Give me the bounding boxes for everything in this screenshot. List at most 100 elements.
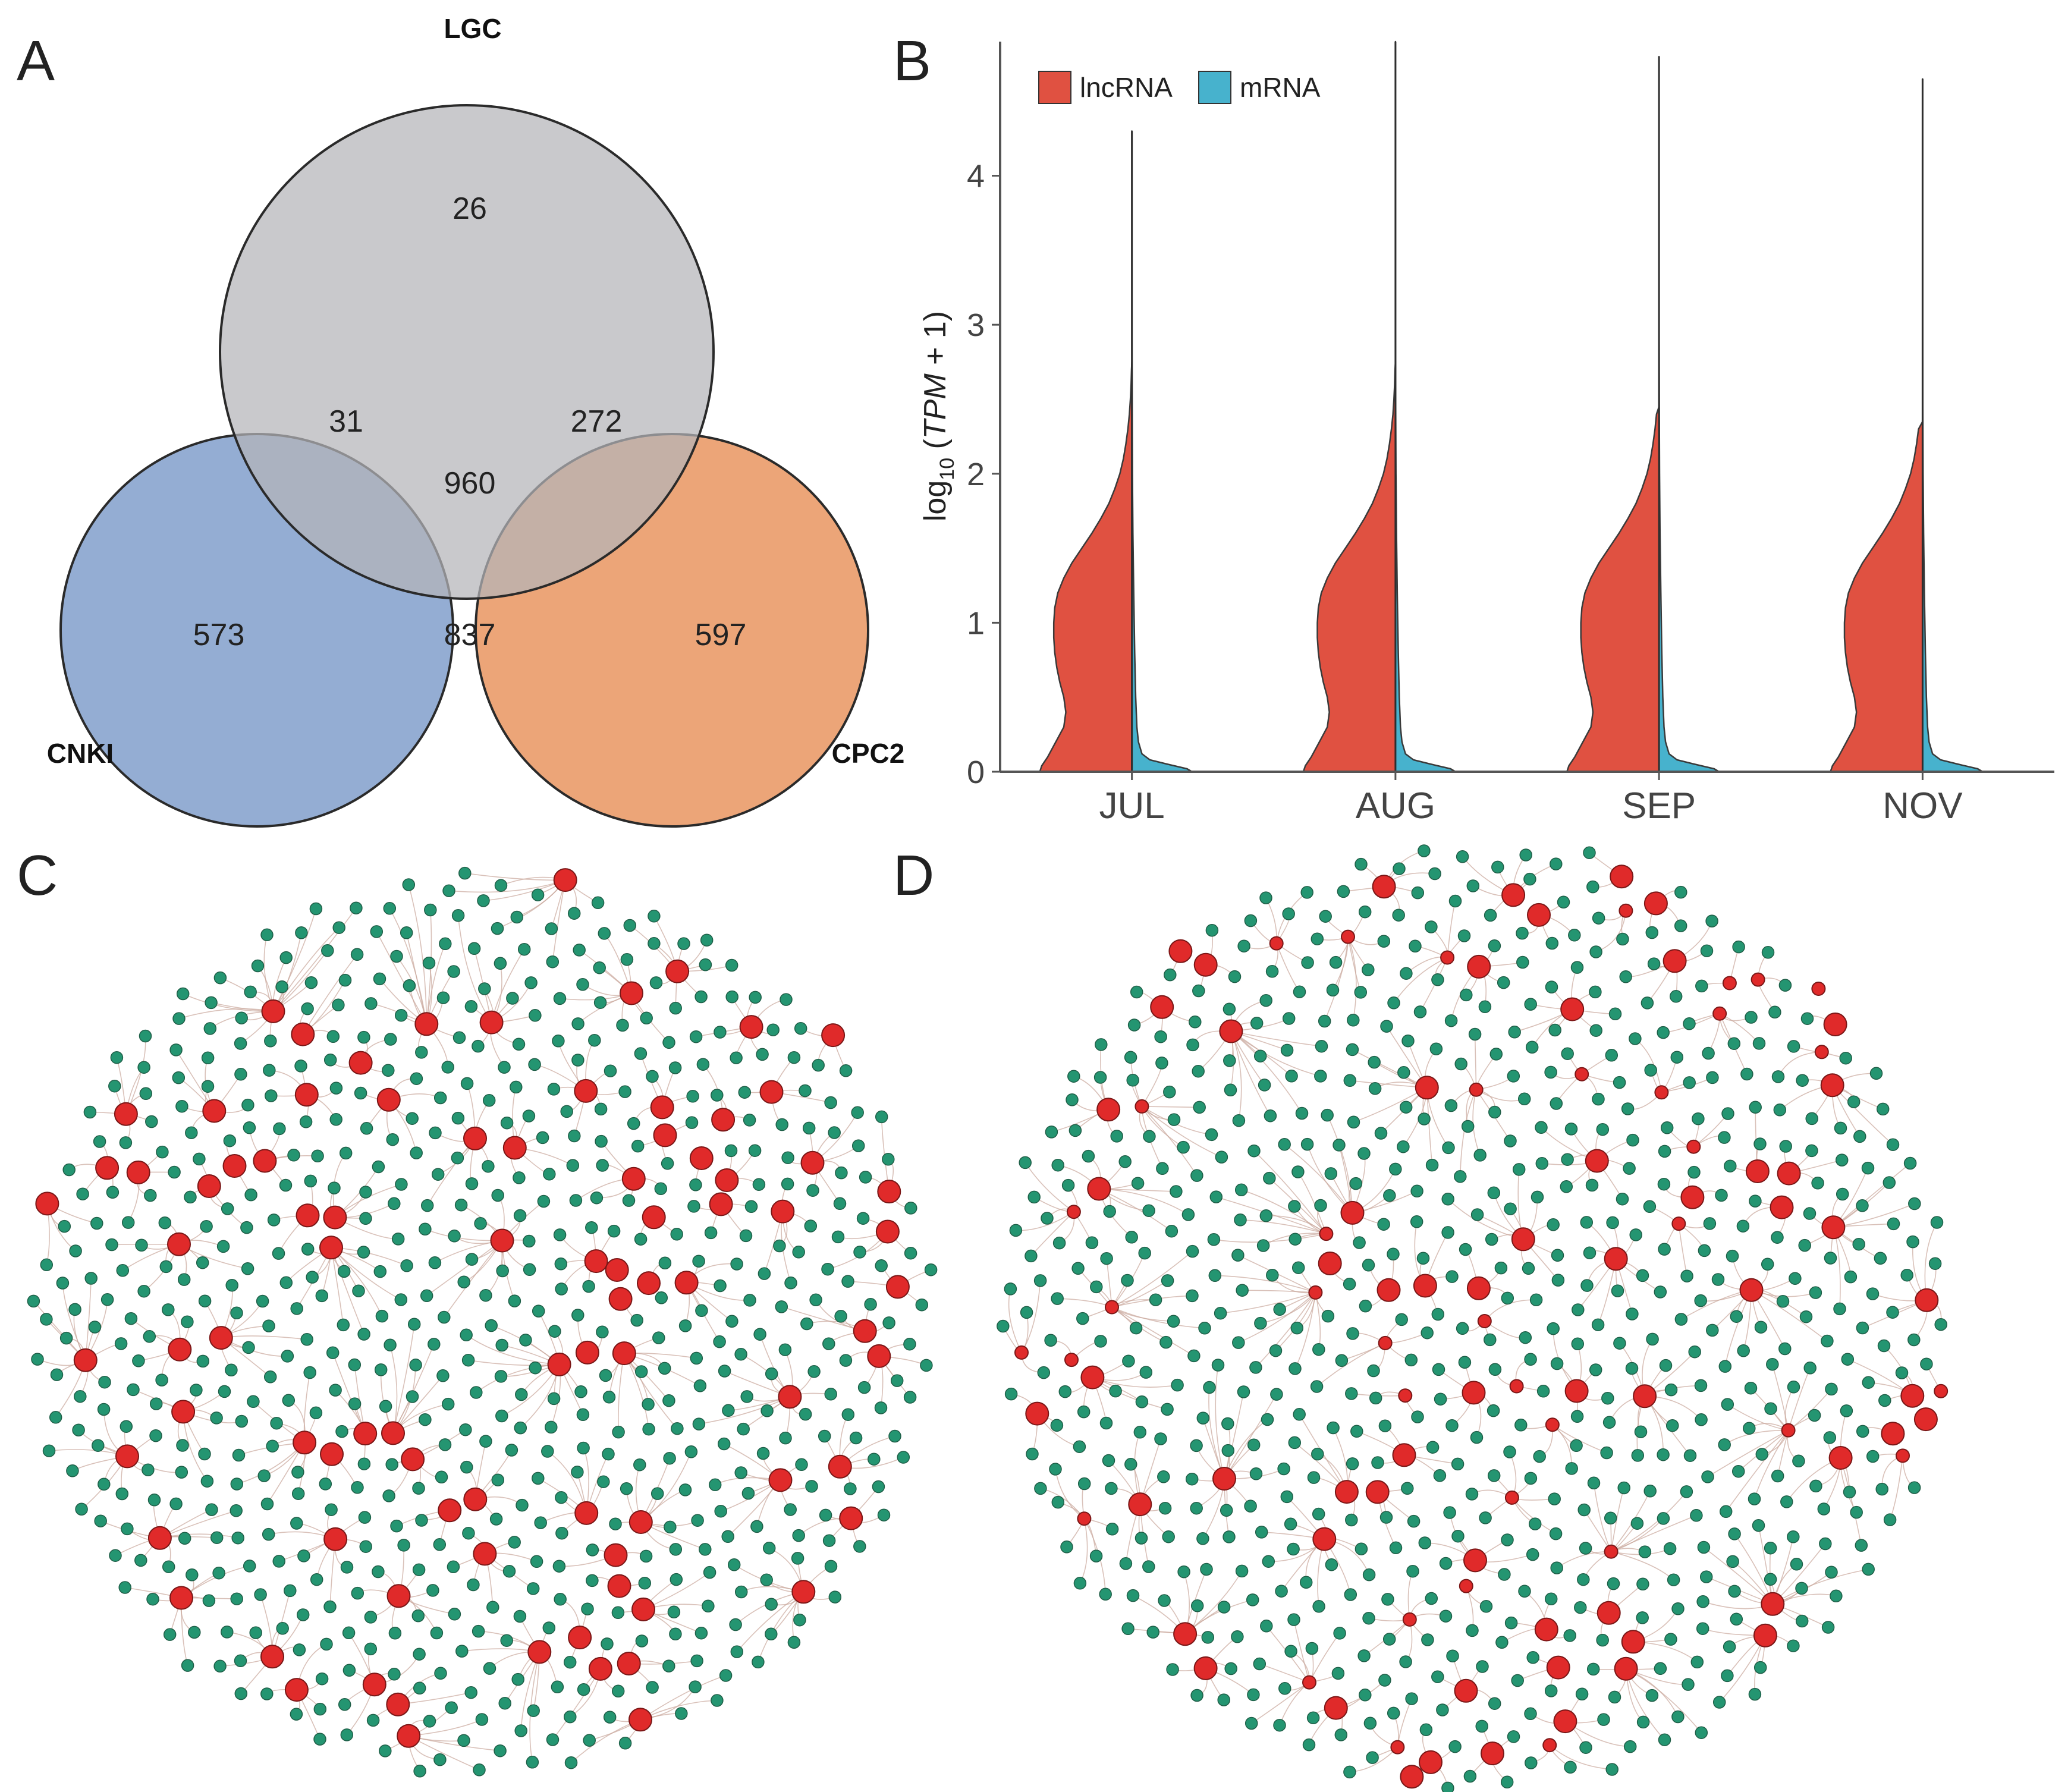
mrna-node xyxy=(350,901,363,914)
mrna-node xyxy=(1694,1379,1708,1392)
lncrna-node xyxy=(1318,1252,1342,1275)
mrna-node xyxy=(1312,1507,1325,1521)
lncrna-node xyxy=(604,1543,628,1567)
legend-swatch-lncrna xyxy=(1038,71,1071,104)
mrna-node xyxy=(1524,1707,1537,1721)
mrna-node xyxy=(1629,1032,1642,1045)
mrna-node xyxy=(1337,885,1350,898)
mrna-node xyxy=(1159,1335,1173,1349)
mrna-node xyxy=(1236,1284,1249,1297)
lncrna-node xyxy=(547,1352,571,1376)
mrna-node xyxy=(1121,1622,1135,1636)
mrna-node xyxy=(1535,1121,1548,1134)
mrna-node xyxy=(1146,1626,1159,1639)
mrna-node xyxy=(1667,1573,1680,1586)
mrna-node xyxy=(75,1502,88,1516)
mrna-node xyxy=(529,1361,542,1375)
mrna-node xyxy=(631,1139,645,1153)
mrna-node xyxy=(1695,1413,1708,1426)
mrna-node xyxy=(529,1009,542,1022)
lncrna-node xyxy=(1527,903,1551,927)
mrna-node xyxy=(877,1508,891,1521)
mrna-node xyxy=(517,942,531,956)
mrna-node xyxy=(851,1106,864,1119)
lncrna-node xyxy=(715,1168,739,1192)
mrna-node xyxy=(1570,1410,1584,1423)
mrna-node xyxy=(630,1313,643,1327)
mrna-node xyxy=(1683,1017,1696,1030)
lncrna-node xyxy=(642,1205,666,1230)
lncrna-node xyxy=(1377,1278,1401,1302)
mrna-node xyxy=(824,1096,837,1109)
mrna-node xyxy=(332,921,345,934)
mrna-node xyxy=(74,1389,87,1403)
mrna-node xyxy=(1787,1381,1800,1394)
mrna-node xyxy=(388,1668,401,1681)
mrna-node xyxy=(474,1217,487,1230)
mrna-node xyxy=(1347,1014,1360,1027)
mrna-node xyxy=(1583,1246,1597,1259)
mrna-node xyxy=(664,1520,677,1534)
mrna-node xyxy=(1419,1723,1433,1737)
mrna-node xyxy=(874,1401,888,1414)
mrna-node xyxy=(1658,1243,1671,1256)
mrna-node xyxy=(498,1061,511,1074)
panel-d: D xyxy=(893,844,1949,1792)
mrna-node xyxy=(159,1260,173,1274)
mrna-node xyxy=(553,992,567,1005)
network-edge xyxy=(1833,1203,1915,1228)
network-nodes xyxy=(27,866,938,1778)
mrna-node xyxy=(390,950,403,963)
mrna-node xyxy=(1397,1140,1410,1153)
lncrna-node xyxy=(490,1228,514,1253)
mrna-node xyxy=(1215,1150,1228,1164)
mrna-node xyxy=(491,1473,505,1486)
mrna-node xyxy=(1069,1124,1082,1137)
mrna-node xyxy=(568,1129,581,1143)
mrna-node xyxy=(1549,1527,1563,1541)
mrna-node xyxy=(1476,1660,1489,1673)
mrna-node xyxy=(1664,1383,1678,1397)
mrna-node xyxy=(470,1386,483,1399)
mrna-node xyxy=(1221,1444,1235,1457)
network-edge xyxy=(1079,1519,1088,1584)
lncrna-node xyxy=(168,1337,192,1362)
mrna-node xyxy=(800,1317,813,1331)
mrna-node xyxy=(1745,1011,1758,1024)
mrna-node xyxy=(181,1315,194,1328)
lncrna-node xyxy=(167,1232,191,1256)
mrna-node xyxy=(662,1659,675,1672)
mrna-node xyxy=(1154,1030,1167,1043)
mrna-node xyxy=(407,1318,421,1331)
mrna-node xyxy=(750,1520,763,1533)
mrna-node xyxy=(564,1756,578,1769)
network-edge xyxy=(1753,1430,1789,1499)
mrna-node xyxy=(618,1085,631,1098)
lncrna-node xyxy=(1064,1353,1079,1367)
mrna-node xyxy=(756,1447,770,1460)
mrna-node xyxy=(1425,1592,1438,1605)
mrna-node xyxy=(547,1083,561,1096)
mrna-node xyxy=(1790,1558,1803,1571)
mrna-node xyxy=(205,1503,218,1516)
mrna-node xyxy=(1583,846,1596,859)
mrna-node xyxy=(326,1346,340,1359)
mrna-node xyxy=(1680,1269,1693,1282)
mrna-node xyxy=(281,1350,294,1363)
mrna-node xyxy=(1190,1439,1203,1453)
mrna-node xyxy=(290,1708,303,1721)
mrna-node xyxy=(1823,1431,1837,1444)
lncrna-node xyxy=(1896,1448,1910,1463)
violin-lncrna-sep xyxy=(1566,405,1660,773)
mrna-node xyxy=(658,1362,671,1375)
mrna-node xyxy=(357,1246,370,1259)
mrna-node xyxy=(109,1549,122,1562)
lncrna-node xyxy=(438,1498,462,1523)
mrna-node xyxy=(1125,1231,1138,1244)
mrna-node xyxy=(156,1145,169,1159)
mrna-node xyxy=(1299,1576,1313,1589)
mrna-node xyxy=(1623,1740,1637,1753)
mrna-node xyxy=(1177,1565,1190,1579)
mrna-node xyxy=(1834,1121,1847,1135)
mrna-node xyxy=(1404,1353,1418,1367)
